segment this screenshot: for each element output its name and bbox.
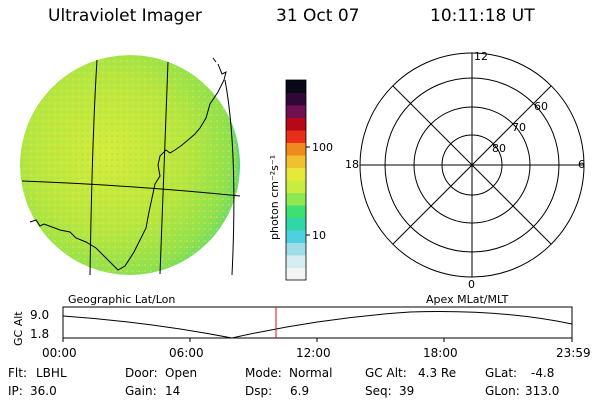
status-gcalt-label: GC Alt: [365,366,407,380]
colorbar-segment [286,142,306,156]
colorbar-tick-100: 100 [312,141,333,154]
status-dsp-label: Dsp: [245,384,272,398]
altitude-xtick-1800: 18:00 [423,346,458,360]
status-glon-value: 313.0 [525,384,559,398]
colorbar-ticks [306,146,310,236]
status-gain-label: Gain: [125,384,157,398]
colorbar-segment [286,230,306,243]
status-mode-label: Mode: [245,366,282,380]
colorbar-segment [286,255,306,268]
polar-mlt-12: 12 [474,50,488,63]
polar-mlt-18: 18 [345,158,359,171]
observation-time: 10:11:18 UT [430,6,535,26]
colorbar-segment [286,180,306,193]
colorbar-unit-label: photon cm⁻²s⁻¹ [268,155,281,240]
colorbar-segment [286,105,306,118]
observation-date: 31 Oct 07 [276,6,360,26]
status-gain-value: 14 [165,384,180,398]
altitude-plot-frame [62,306,573,339]
status-ip-value: 36.0 [30,384,57,398]
geographic-image [20,55,240,275]
polar-lat-80: 80 [492,142,506,155]
altitude-x-ticks [62,338,573,342]
colorbar-segment [286,242,306,256]
altitude-xtick-0000: 00:00 [42,346,77,360]
status-mode-value: Normal [289,366,332,380]
altitude-xtick-0600: 06:00 [169,346,204,360]
status-door-label: Door: [125,366,158,380]
status-seq-label: Seq: [365,384,392,398]
coastlines [29,57,227,271]
colorbar-segment [286,130,306,143]
altitude-xtick-2359: 23:59 [556,346,591,360]
altitude-xtick-1200: 12:00 [296,346,331,360]
status-seq-value: 39 [399,384,414,398]
polar-mlt-6: 6 [578,158,585,171]
status-gcalt-value: 4.3 Re [418,366,456,380]
colorbar-segment [286,217,306,231]
status-door-value: Open [165,366,197,380]
colorbar-segment [286,117,306,131]
altitude-ytick-min: 1.8 [30,327,49,341]
status-dsp-value: 6.9 [290,384,309,398]
colorbar-segment [286,155,306,168]
status-flt-value: LBHL [36,366,67,380]
polar-lat-60: 60 [534,100,548,113]
colorbar-segment [286,92,306,106]
altitude-ylabel: GC Alt [12,311,25,346]
colorbar-segment [286,267,306,281]
status-ip-label: IP: [8,384,23,398]
polar-lat-70: 70 [512,121,526,134]
geo-panel-label: Geographic Lat/Lon [68,293,175,306]
status-glon-label: GLon: [485,384,520,398]
status-glat-value: -4.8 [531,366,554,380]
colorbar-frame [285,79,307,281]
colorbar [286,80,306,281]
polar-plot [359,52,585,278]
instrument-title: Ultraviolet Imager [48,6,202,26]
colorbar-tick-10: 10 [312,229,326,242]
polar-panel-label: Apex MLat/MLT [426,293,509,306]
altitude-ytick-max: 9.0 [30,308,49,322]
colorbar-segment [286,192,306,206]
polar-mlt-0: 0 [468,278,475,291]
colorbar-segment [286,80,306,93]
colorbar-segment [286,167,306,181]
colorbar-segment [286,205,306,218]
geographic-grid [21,59,241,276]
status-glat-label: GLat: [485,366,517,380]
altitude-curve [62,311,573,339]
status-flt-label: Flt: [8,366,27,380]
